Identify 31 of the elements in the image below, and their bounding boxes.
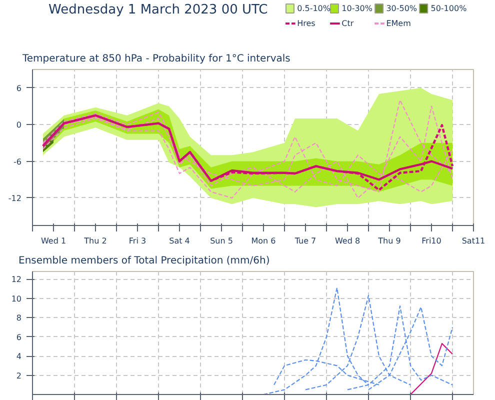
- legend-label: 50-100%: [430, 4, 468, 13]
- legend-label: Ctr: [342, 19, 354, 28]
- y-tick-label: 6: [16, 332, 22, 342]
- legend-label: 10-30%: [342, 4, 373, 13]
- chart-subtitle: Temperature at 850 hPa - Probability for 1°C intervals: [22, 54, 290, 64]
- y-tick-label: 10: [11, 294, 22, 304]
- y-tick-label: -6: [14, 157, 22, 166]
- y-tick-label: 12: [11, 275, 22, 284]
- y-tick-label: 8: [16, 314, 22, 323]
- legend-label: EMem: [386, 19, 412, 28]
- y-tick-label: 0: [16, 120, 22, 130]
- y-tick-label: 4: [16, 352, 22, 362]
- x-tick-label: Wed 8: [334, 236, 360, 246]
- x-tick-label: Sat 4: [169, 236, 190, 246]
- x-tick-label: Thu 9: [377, 236, 401, 246]
- y-tick-label: 6: [16, 84, 22, 93]
- legend-label: 30-50%: [386, 4, 418, 13]
- x-tick-label: Mon 6: [251, 236, 276, 246]
- x-tick-label: Thu 2: [83, 236, 107, 246]
- legend-label: 0.5-10%: [297, 4, 331, 13]
- y-tick-label: 2: [16, 371, 22, 380]
- x-tick-label: Sat11: [462, 236, 486, 246]
- legend-label: Hres: [297, 19, 316, 28]
- chart-title: Ensemble members of Total Precipitation (mm/6h): [18, 256, 270, 266]
- x-tick-label: Sun 5: [210, 236, 233, 246]
- x-tick-label: Fri10: [422, 236, 442, 246]
- x-tick-label: Wed 1: [40, 236, 66, 246]
- x-tick-label: Fri 3: [128, 236, 146, 246]
- y-tick-label: -12: [8, 194, 22, 203]
- x-tick-label: Tue 7: [294, 236, 316, 246]
- chart-title: Wednesday 1 March 2023 00 UTC: [48, 2, 268, 18]
